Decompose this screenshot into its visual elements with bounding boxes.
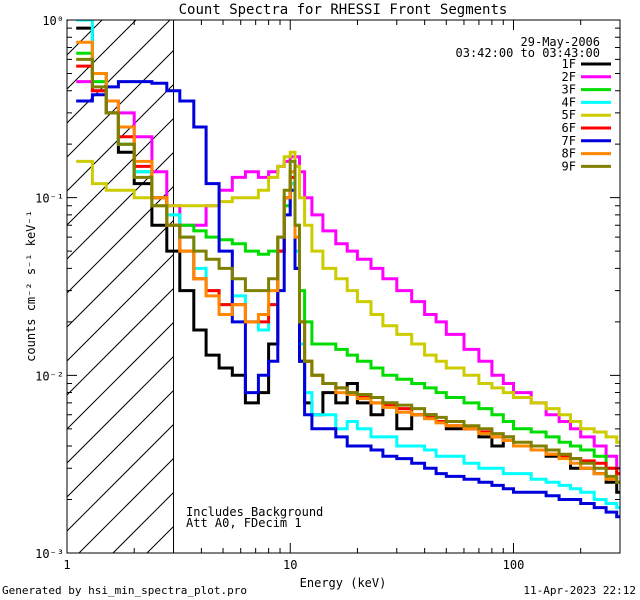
y-tick-label: 10⁻² — [35, 369, 64, 383]
legend-label-1f: 1F — [562, 57, 576, 71]
series-group — [76, 20, 620, 519]
legend-label-8f: 8F — [562, 147, 576, 161]
annotation-background: Includes Background — [186, 505, 323, 519]
legend-label-2f: 2F — [562, 70, 576, 84]
x-axis-label: Energy (keV) — [300, 576, 387, 590]
axes: 1 10 100 10⁰ 10⁻¹ 10⁻² 10⁻³ — [35, 14, 621, 572]
footer-generated-by: Generated by hsi_min_spectra_plot.pro — [2, 584, 248, 597]
y-axis-label: counts cm⁻² s⁻¹ keV⁻¹ — [24, 210, 38, 362]
x-tick-label: 100 — [503, 558, 525, 572]
legend-label-3f: 3F — [562, 83, 576, 97]
legend-label-6f: 6F — [562, 121, 576, 135]
x-tick-label: 10 — [283, 558, 297, 572]
y-tick-label: 10⁻³ — [35, 547, 64, 561]
series-3f — [76, 51, 620, 476]
time-range-label: 03:42:00 to 03:43:00 — [456, 46, 601, 60]
legend-label-4f: 4F — [562, 95, 576, 109]
footer-timestamp: 11-Apr-2023 22:12 — [523, 584, 636, 597]
series-4f — [76, 20, 620, 510]
series-7f — [76, 80, 620, 519]
legend-label-7f: 7F — [562, 134, 576, 148]
plot-frame — [66, 19, 621, 554]
legend-label-9f: 9F — [562, 159, 576, 173]
series-2f — [76, 80, 620, 470]
series-9f — [76, 57, 620, 484]
date-label: 29-May-2006 — [521, 35, 600, 49]
series-8f — [76, 40, 620, 484]
x-tick-label: 1 — [63, 558, 70, 572]
annotation-attenuator: Att A0, FDecim 1 — [186, 516, 302, 530]
y-tick-label: 10⁻¹ — [35, 192, 64, 206]
y-tick-label: 10⁰ — [42, 14, 64, 28]
hatched-region — [66, 19, 175, 554]
legend-label-5f: 5F — [562, 108, 576, 122]
chart-title: Count Spectra for RHESSI Front Segments — [179, 2, 508, 18]
